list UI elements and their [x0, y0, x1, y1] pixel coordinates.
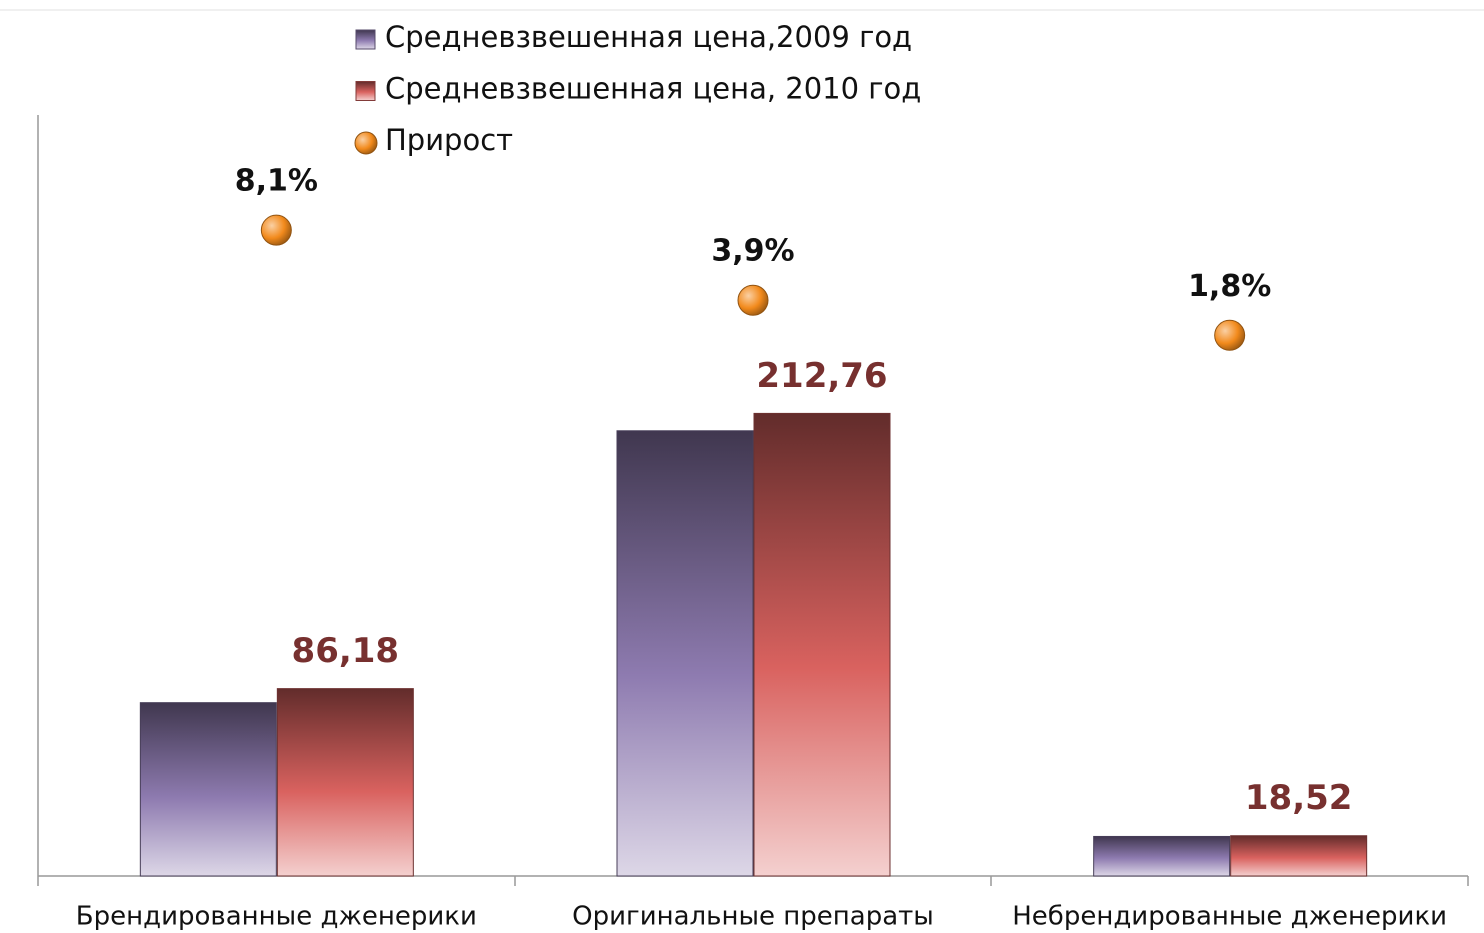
- x-tick-label: Небрендированные дженерики: [1012, 902, 1447, 932]
- point: [260, 214, 292, 246]
- data-label: 8,1%: [235, 164, 318, 199]
- legend-label: Средневзвешенная цена,2009 год: [385, 20, 912, 54]
- legend-label: Прирост: [385, 123, 513, 157]
- x-axis-ticks: [37, 876, 1469, 886]
- legend-label: Средневзвешенная цена, 2010 год: [385, 72, 921, 106]
- x-tick-label: Оригинальные препараты: [572, 902, 934, 932]
- data-label: 3,9%: [711, 234, 794, 269]
- data-label: 86,18: [292, 631, 400, 671]
- point: [1214, 319, 1246, 351]
- point: [737, 284, 769, 316]
- data-label: 1,8%: [1188, 269, 1271, 304]
- data-label: 212,76: [756, 356, 887, 396]
- legend-marker: [355, 81, 376, 101]
- legend-marker: [354, 131, 378, 155]
- bar: [753, 412, 891, 877]
- bar: [1230, 835, 1368, 877]
- bar: [139, 702, 277, 877]
- legend-marker: [355, 29, 376, 50]
- bar: [1093, 835, 1231, 877]
- x-tick-label: Брендированные дженерики: [76, 902, 477, 932]
- data-label: 18,52: [1245, 778, 1353, 818]
- bar: [616, 430, 754, 877]
- bar: [276, 688, 414, 877]
